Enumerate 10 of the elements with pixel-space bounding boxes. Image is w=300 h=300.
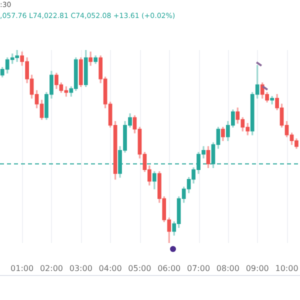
x-tick-label: 02:00 [40, 264, 63, 273]
x-tick-label: 05:00 [128, 264, 152, 273]
x-tick-label: 01:00 [10, 264, 34, 273]
x-tick-label: 04:00 [98, 264, 122, 273]
x-tick-label: 08:00 [216, 264, 240, 273]
x-tick-label: 07:00 [187, 264, 210, 273]
x-tick-label: 10:00 [275, 264, 298, 273]
x-tick-label: 03:00 [69, 264, 92, 273]
x-tick-label: 06:00 [158, 264, 181, 273]
x-tick-label: 09:00 [246, 264, 269, 273]
